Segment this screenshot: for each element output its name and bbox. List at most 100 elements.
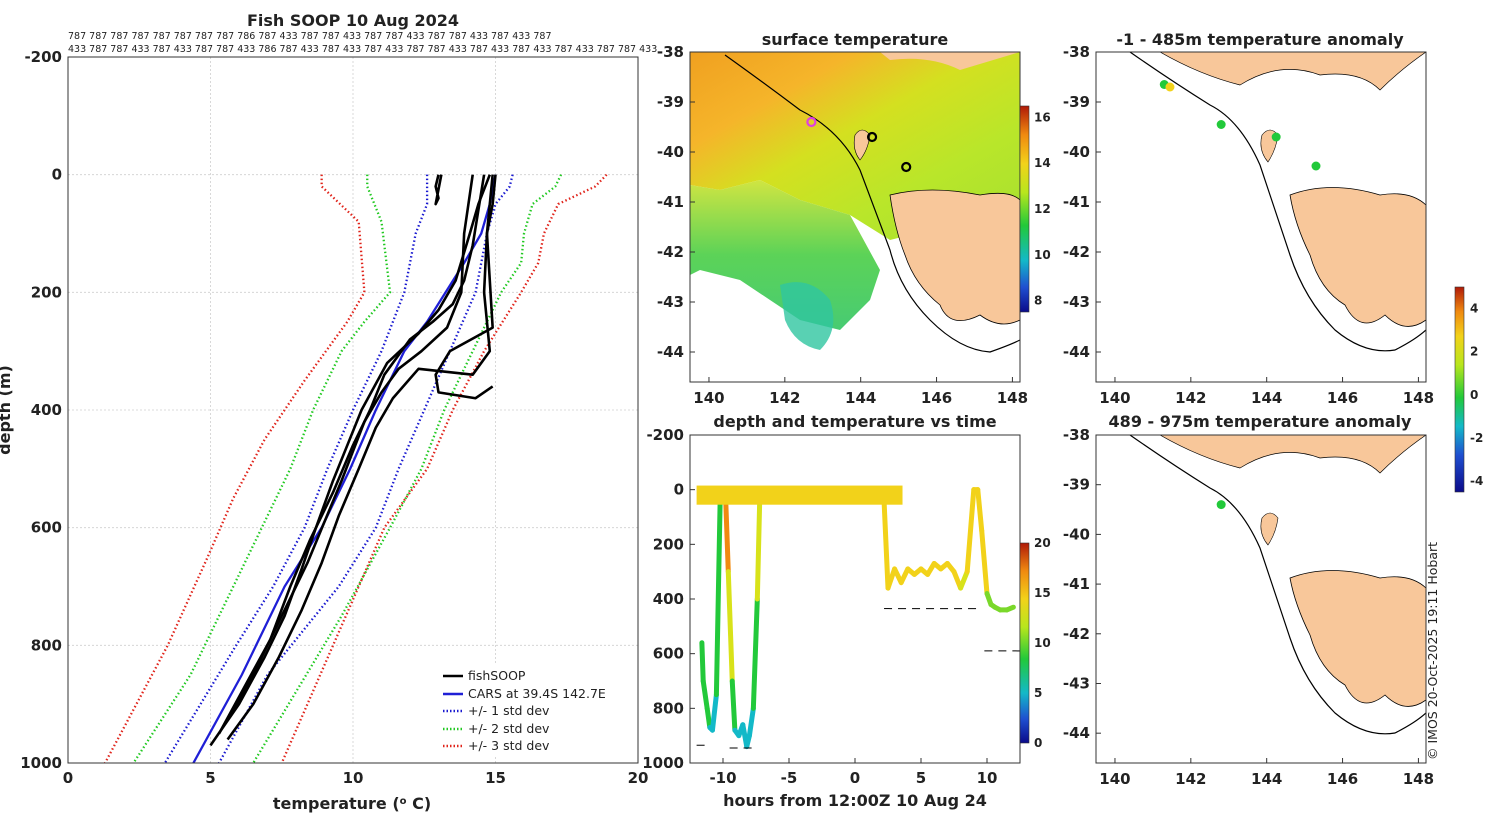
sst-ytick: -41 — [657, 193, 684, 211]
depth-time-colorbar — [1019, 542, 1030, 744]
sst-xtick: 146 — [921, 389, 952, 407]
profile-ytick: 200 — [31, 283, 62, 301]
sst-colorbar — [1019, 105, 1030, 313]
legend-std1: +/- 1 std dev — [468, 703, 550, 718]
sst-profile-markers — [806, 116, 912, 173]
sst-ytick: -39 — [657, 93, 684, 111]
depth-time-xtick: 5 — [916, 769, 926, 787]
profile-std3-lower-line — [104, 174, 366, 764]
profile-fishsoop-line — [434, 174, 443, 206]
profile-fishsoop-line — [217, 174, 486, 735]
sst-field — [690, 52, 1020, 382]
anom-deep-xtick: 142 — [1175, 770, 1206, 788]
anom-deep-xtick: 144 — [1251, 770, 1282, 788]
depth-time-colorbar-tick: 5 — [1034, 686, 1042, 700]
legend-cars: CARS at 39.4S 142.7E — [468, 686, 606, 701]
depth-time-trace — [975, 487, 985, 534]
depth-time-ytick: 0 — [674, 481, 684, 499]
anom-shallow-ytick: -39 — [1063, 93, 1090, 111]
profile-xtick: 0 — [63, 769, 73, 787]
depth-time-trace — [754, 487, 763, 602]
anom-shallow-xtick: 140 — [1099, 389, 1130, 407]
anom-colorbar-tick: -4 — [1470, 474, 1483, 488]
depth-time-trace — [725, 569, 735, 684]
sst-ytick: -40 — [657, 143, 684, 161]
sst-map-title: surface temperature — [762, 30, 949, 49]
depth-time-title: depth and temperature vs time — [713, 412, 996, 431]
depth-time-colorbar-tick: 15 — [1034, 586, 1051, 600]
depth-time-colorbar-tick: 10 — [1034, 636, 1051, 650]
anom-deep-xtick: 146 — [1327, 770, 1358, 788]
depth-time-ytick: 1000 — [642, 754, 684, 772]
profile-xtick: 20 — [628, 769, 649, 787]
profile-std1-upper-line — [218, 174, 514, 764]
depth-time-ytick: 600 — [653, 645, 684, 663]
sst-cool-water — [690, 180, 880, 330]
depth-time-xtick: 10 — [977, 769, 998, 787]
anom-deep-points — [1216, 500, 1226, 510]
profile-legend: fishSOOP CARS at 39.4S 142.7E +/- 1 std … — [438, 665, 634, 757]
anom-shallow-point — [1311, 161, 1321, 171]
profile-title: Fish SOOP 10 Aug 2024 — [247, 11, 459, 30]
anom-shallow-ytick: -43 — [1063, 293, 1090, 311]
depth-time-ytick: 800 — [653, 699, 684, 717]
sst-colorbar-tick: 16 — [1034, 110, 1051, 124]
depth-time-trace — [709, 692, 719, 733]
anom-deep-ytick: -42 — [1063, 625, 1090, 643]
sst-xtick: 142 — [769, 389, 800, 407]
sst-profile-marker — [806, 116, 817, 128]
anom-colorbar-ticks: -4 -2 0 2 4 — [1470, 302, 1483, 489]
anom-shallow-ytick: -40 — [1063, 143, 1090, 161]
profile-ytick: -200 — [24, 48, 62, 66]
anom-shallow-points — [1159, 80, 1321, 171]
anom-shallow-xtick: 142 — [1175, 389, 1206, 407]
profile-ytick: 800 — [31, 636, 62, 654]
profile-std2-upper-line — [252, 174, 563, 764]
depth-time-trace — [1004, 604, 1016, 613]
depth-time-trace — [704, 705, 713, 730]
depth-time-ytick: 200 — [653, 535, 684, 553]
anom-deep-point — [1216, 500, 1226, 510]
profile-ytick: 1000 — [20, 754, 62, 772]
depth-time-trace — [699, 640, 706, 684]
profile-id-row-2: 433 787 787 433 787 433 787 787 433 786 … — [68, 44, 657, 55]
sst-profile-marker — [866, 131, 878, 143]
anom-colorbar-tick: 0 — [1470, 388, 1478, 402]
profile-std1-lower-line — [163, 174, 429, 764]
anom-colorbar — [1454, 286, 1465, 493]
depth-time-colorbar-tick: 20 — [1034, 536, 1051, 550]
anom-deep-ytick: -40 — [1063, 525, 1090, 543]
profile-ticks: 0 5 10 15 20 -200 0 200 400 600 800 1000 — [20, 48, 648, 787]
depth-time-trace — [750, 596, 760, 711]
anom-deep-panel: 489 - 975m temperature anomaly 140 142 144… — [1063, 412, 1434, 788]
sst-map-panel: surface temperature 140 142 144 146 148-38-3… — [657, 30, 1051, 407]
anom-colorbar-tick: 2 — [1470, 345, 1478, 359]
legend-std2: +/- 2 std dev — [468, 721, 550, 736]
anom-shallow-xtick: 148 — [1403, 389, 1434, 407]
profile-ylabel: depth (m) — [0, 365, 14, 455]
depth-time-xtick: -10 — [709, 769, 736, 787]
profile-fishsoop-line — [226, 174, 497, 741]
anom-deep-ytick: -38 — [1063, 426, 1090, 444]
sst-xtick: 148 — [997, 389, 1028, 407]
credit-text: © IMOS 20-Oct-2025 19:11 Hobart — [1425, 542, 1440, 760]
anom-deep-ticks: 140 142 144 146 148 -38 -39 -40 -41 -42 -43 -44 — [1063, 426, 1434, 788]
anom-deep-map — [1096, 435, 1426, 763]
depth-time-trace — [958, 569, 970, 591]
sst-ytick: -43 — [657, 293, 684, 311]
anom-shallow-ytick: -41 — [1063, 193, 1090, 211]
depth-time-trace — [700, 678, 710, 711]
anom-colorbar-tick: -2 — [1470, 431, 1483, 445]
anom-deep-ytick: -41 — [1063, 575, 1090, 593]
depth-time-surface-band — [696, 485, 903, 505]
anom-shallow-point — [1165, 82, 1175, 92]
sst-ytick: -42 — [657, 243, 684, 261]
profile-xtick: 10 — [343, 769, 364, 787]
sst-profile-marker — [901, 161, 912, 173]
profile-ytick: 0 — [52, 166, 62, 184]
anom-shallow-point — [1216, 120, 1226, 129]
depth-time-series — [696, 485, 1020, 750]
profile-std3-upper-line — [280, 173, 608, 764]
depth-time-ytick: 400 — [653, 590, 684, 608]
anom-deep-frame — [1095, 434, 1427, 764]
